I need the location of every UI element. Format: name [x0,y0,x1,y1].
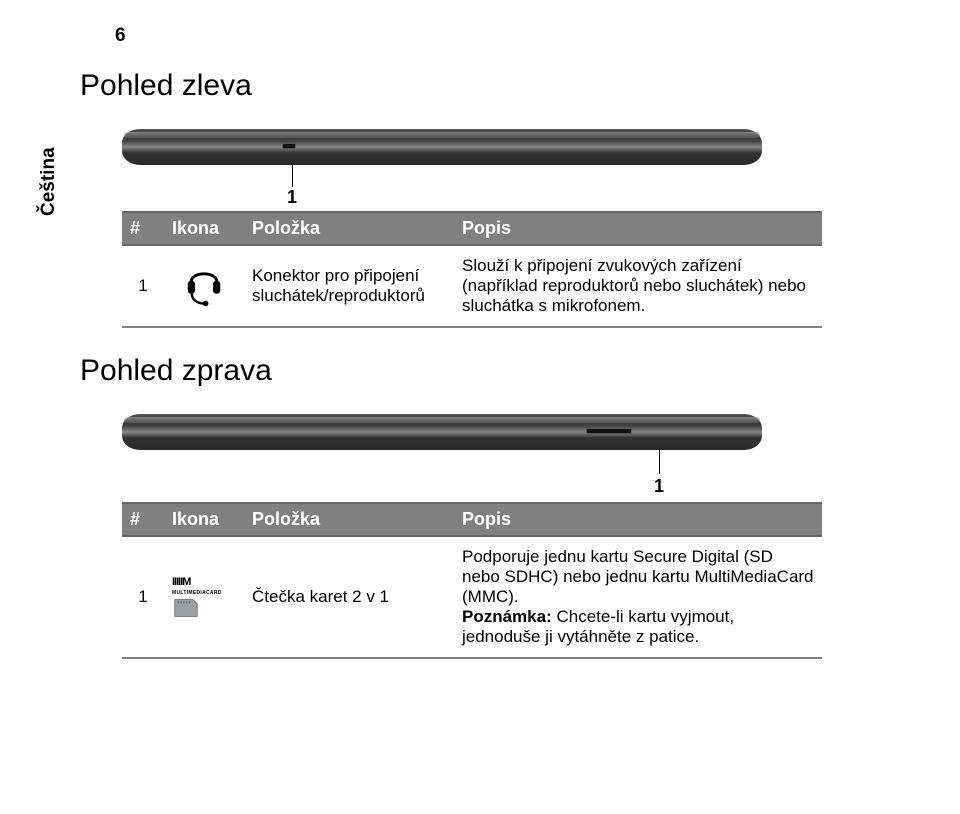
table-row: 1 Konektor pro připojení sluchátek/repro… [122,245,822,327]
laptop-left-figure: 1 [122,129,822,207]
cell-icon: IIIIIM MULTIMEDIACARD [164,536,244,658]
callout-left: 1 [285,165,822,207]
multimediacard-sd-icon: IIIIIM MULTIMEDIACARD [172,576,236,618]
cell-item: Konektor pro připojení sluchátek/reprodu… [244,245,454,327]
cell-num: 1 [122,536,164,658]
laptop-right-figure: 1 [122,414,822,498]
page-number: 6 [115,25,880,47]
desc-main: Podporuje jednu kartu Secure Digital (SD… [462,547,814,606]
heading-right-view: Pohled zprava [80,354,880,388]
col-header-desc: Popis [454,503,822,536]
table-left-view: # Ikona Položka Popis 1 Konekto [122,211,822,328]
headphone-port-graphic [282,143,296,149]
callout-number-left: 1 [287,187,297,208]
cell-item: Čtečka karet 2 v 1 [244,536,454,658]
cell-desc: Slouží k připojení zvukových zařízení (n… [454,245,822,327]
note-label: Poznámka: [462,607,552,626]
cell-num: 1 [122,245,164,327]
laptop-side-right [122,414,762,450]
mmc-bars: IIIIIM [172,576,190,588]
callout-right: 1 [629,450,822,498]
col-header-item: Položka [244,503,454,536]
col-header-icon: Ikona [164,212,244,245]
sd-card-icon [172,598,200,618]
table-right-view: # Ikona Položka Popis 1 IIIIIM MULTIMEDI… [122,502,822,659]
page-root: 6 Pohled zleva Čeština 1 # Ikona Položka… [0,0,960,689]
laptop-side-left [122,129,762,165]
table-header-row: # Ikona Položka Popis [122,503,822,536]
col-header-item: Položka [244,212,454,245]
table-row: 1 IIIIIM MULTIMEDIACARD [122,536,822,658]
headset-icon [178,258,230,310]
col-header-num: # [122,212,164,245]
cell-icon [164,245,244,327]
mmc-label: MULTIMEDIACARD [172,590,222,596]
heading-left-view: Pohled zleva [80,69,880,103]
callout-number-right: 1 [654,476,664,497]
cell-desc: Podporuje jednu kartu Secure Digital (SD… [454,536,822,658]
col-header-num: # [122,503,164,536]
table-header-row: # Ikona Položka Popis [122,212,822,245]
language-sidebar-label: Čeština [38,147,60,216]
col-header-desc: Popis [454,212,822,245]
card-slot-graphic [586,428,632,434]
col-header-icon: Ikona [164,503,244,536]
